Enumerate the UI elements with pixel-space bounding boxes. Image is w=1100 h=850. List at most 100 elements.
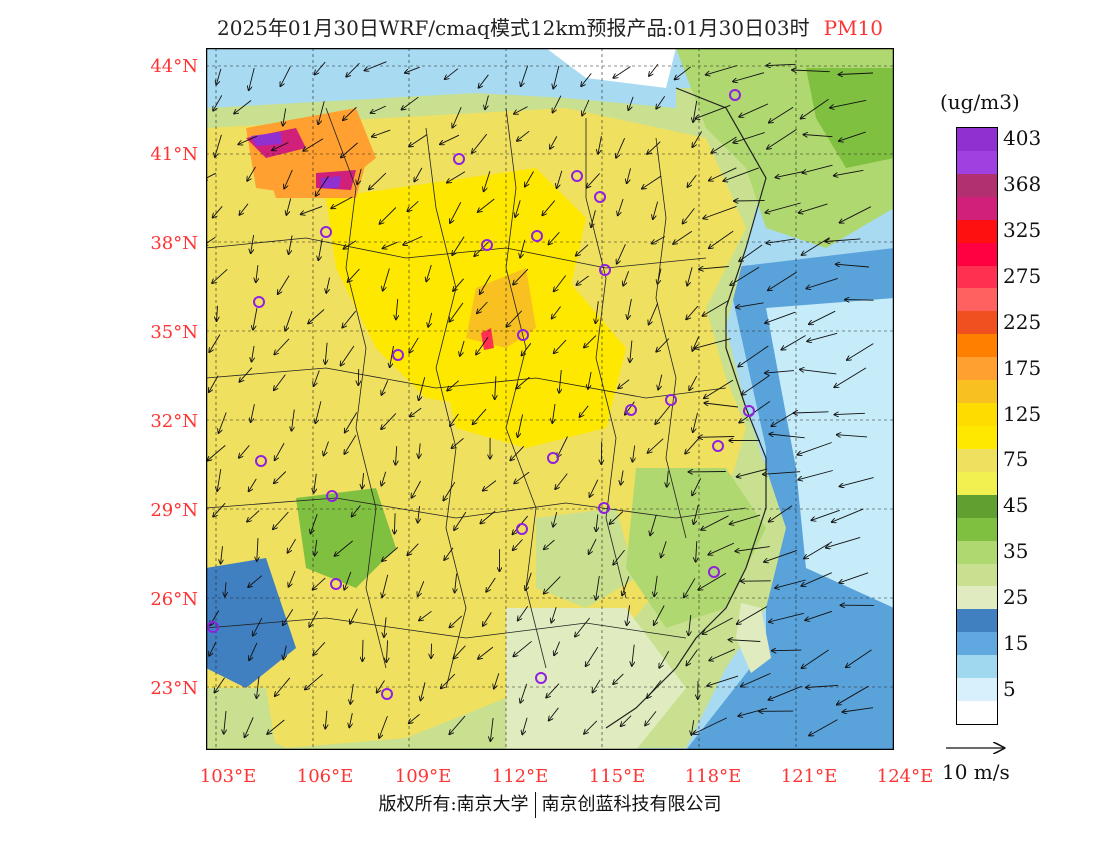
wind-vector (661, 541, 667, 557)
wind-vector (630, 340, 632, 363)
lat-label-23: 23°N (150, 678, 198, 699)
land-south-green (506, 608, 686, 750)
legend-swatch (957, 288, 997, 312)
legend-swatch (957, 380, 997, 404)
wind-vector (549, 707, 559, 721)
wind-vector (837, 685, 869, 705)
wind-vector (654, 605, 665, 626)
wind-vector (280, 66, 291, 86)
wind-vector (582, 99, 590, 116)
wind-vector (766, 238, 796, 243)
wind-scale-label: 10 m/s (942, 760, 1010, 784)
wind-vector (365, 61, 387, 71)
wind-vector (331, 196, 353, 208)
city-marker (481, 239, 493, 251)
wind-vector (213, 206, 223, 217)
wind-vector (239, 367, 253, 382)
wind-vector (477, 301, 488, 313)
wind-vector (219, 412, 227, 434)
wind-vector (377, 680, 385, 693)
wind-vector (839, 131, 866, 141)
wind-vector (216, 68, 222, 85)
wind-vector (483, 612, 492, 626)
legend-tick-label: 45 (1003, 493, 1029, 518)
city-marker (381, 688, 393, 700)
wind-vector (706, 65, 738, 75)
wind-vector (803, 135, 833, 137)
wind-vector (576, 275, 589, 285)
wind-vector (513, 539, 523, 550)
legend-swatch (957, 448, 997, 473)
wind-vector (767, 129, 797, 148)
wind-vector (431, 643, 432, 659)
wind-vector (484, 171, 491, 191)
legend-swatch (957, 494, 997, 519)
wind-vector (627, 168, 631, 183)
city-marker (517, 329, 529, 341)
legend-tick-label: 325 (1003, 218, 1042, 243)
wind-vector (622, 576, 630, 595)
legend-tick-label: 75 (1003, 447, 1029, 472)
sea-band-light (766, 298, 894, 608)
wind-vector (383, 241, 398, 248)
wind-vector (206, 236, 216, 245)
wind-vector (314, 370, 320, 386)
land-sw-green-2 (206, 558, 296, 688)
wind-vector (341, 142, 358, 158)
wind-vector (521, 65, 529, 87)
wind-vector (794, 412, 829, 413)
wind-vector (335, 540, 353, 556)
wind-vector (834, 367, 867, 387)
wind-vector (596, 576, 600, 600)
wind-vector (522, 343, 532, 355)
wind-vector (428, 312, 433, 327)
wind-vector (274, 374, 286, 391)
wind-vector (698, 572, 727, 590)
wind-vector (652, 236, 666, 244)
wind-vector (510, 445, 525, 460)
city-marker (453, 153, 465, 165)
wind-vector (449, 715, 466, 734)
wind-vector (383, 268, 390, 291)
legend-tick-label: 5 (1003, 676, 1016, 701)
wind-vector (257, 676, 260, 699)
legend-swatch (957, 150, 997, 175)
north-blue (206, 48, 676, 108)
wind-vector (709, 167, 737, 181)
wind-vector (450, 413, 459, 426)
legend-swatch (957, 196, 997, 221)
wind-vector (741, 672, 771, 686)
hainan-island (206, 688, 276, 750)
wind-vector (843, 707, 874, 712)
wind-vector (238, 135, 258, 144)
wind-vector (313, 577, 326, 590)
wind-vector (839, 73, 874, 75)
wind-vector (245, 717, 254, 737)
wind-vector (806, 685, 839, 687)
wind-vector (557, 436, 568, 458)
wind-vector (440, 134, 460, 144)
wind-vector (588, 371, 592, 389)
wind-vector (591, 210, 596, 227)
wind-vector (704, 403, 738, 408)
wind-vector (769, 434, 805, 439)
lon-label-109: 109°E (394, 766, 452, 787)
wind-scale-arrow (946, 740, 1007, 756)
legend-tick-label: 175 (1003, 355, 1042, 380)
wind-vector (656, 338, 670, 352)
wind-vector (805, 610, 833, 620)
wind-vector (382, 574, 389, 597)
wind-vector (316, 176, 329, 196)
wind-vector (214, 677, 225, 693)
wind-vector (730, 514, 761, 524)
wind-vector (699, 267, 729, 270)
wind-vector (686, 305, 699, 319)
wind-vector (632, 644, 634, 666)
wind-vector (283, 108, 286, 125)
wind-vector (675, 66, 691, 80)
wind-vector (628, 298, 632, 319)
land-red-spot (481, 328, 494, 350)
wind-vector (278, 275, 290, 295)
wind-vector (224, 711, 226, 734)
wind-vector (384, 617, 386, 637)
